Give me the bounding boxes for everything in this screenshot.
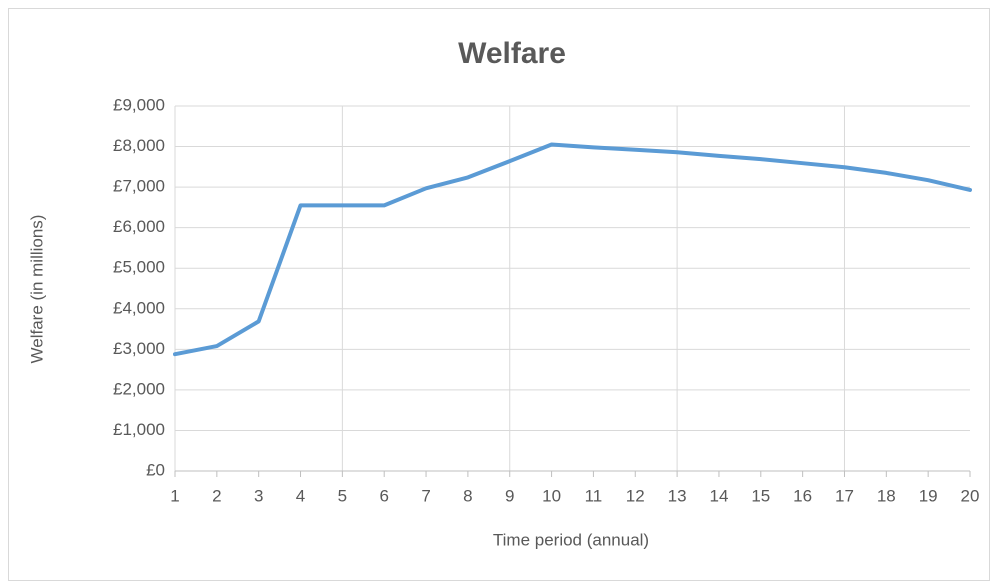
x-tick-label: 12 <box>626 486 645 505</box>
y-tick-label: £1,000 <box>113 420 165 439</box>
x-axis-label: Time period (annual) <box>493 530 649 549</box>
x-tick-label: 6 <box>379 486 388 505</box>
chart-frame <box>8 8 990 581</box>
x-tick-label: 4 <box>296 486 305 505</box>
y-tick-label: £0 <box>146 460 165 479</box>
x-tick-label: 5 <box>338 486 347 505</box>
x-tick-label: 7 <box>421 486 430 505</box>
y-tick-label: £5,000 <box>113 258 165 277</box>
x-tick-label: 15 <box>751 486 770 505</box>
y-tick-label: £6,000 <box>113 217 165 236</box>
x-tick-label: 11 <box>585 486 603 505</box>
x-tick-label: 16 <box>793 486 812 505</box>
x-tick-label: 14 <box>709 486 728 505</box>
x-tick-label: 3 <box>254 486 263 505</box>
x-tick-label: 17 <box>835 486 854 505</box>
x-tick-label: 18 <box>877 486 896 505</box>
x-tick-label: 20 <box>961 486 980 505</box>
x-tick-label: 9 <box>505 486 514 505</box>
x-tick-label: 2 <box>212 486 221 505</box>
y-tick-label: £9,000 <box>113 95 165 114</box>
x-tick-label: 8 <box>463 486 472 505</box>
x-tick-label: 13 <box>668 486 687 505</box>
y-tick-label: £3,000 <box>113 339 165 358</box>
x-tick-label: 1 <box>170 486 179 505</box>
y-tick-label: £2,000 <box>113 379 165 398</box>
y-axis-label: Welfare (in millions) <box>27 215 46 364</box>
x-tick-label: 10 <box>542 486 561 505</box>
x-tick-label: 19 <box>919 486 938 505</box>
y-tick-label: £7,000 <box>113 177 165 196</box>
chart-title: Welfare <box>458 37 566 70</box>
data-line <box>173 142 972 357</box>
y-tick-label: £8,000 <box>113 136 165 155</box>
y-tick-label: £4,000 <box>113 298 165 317</box>
